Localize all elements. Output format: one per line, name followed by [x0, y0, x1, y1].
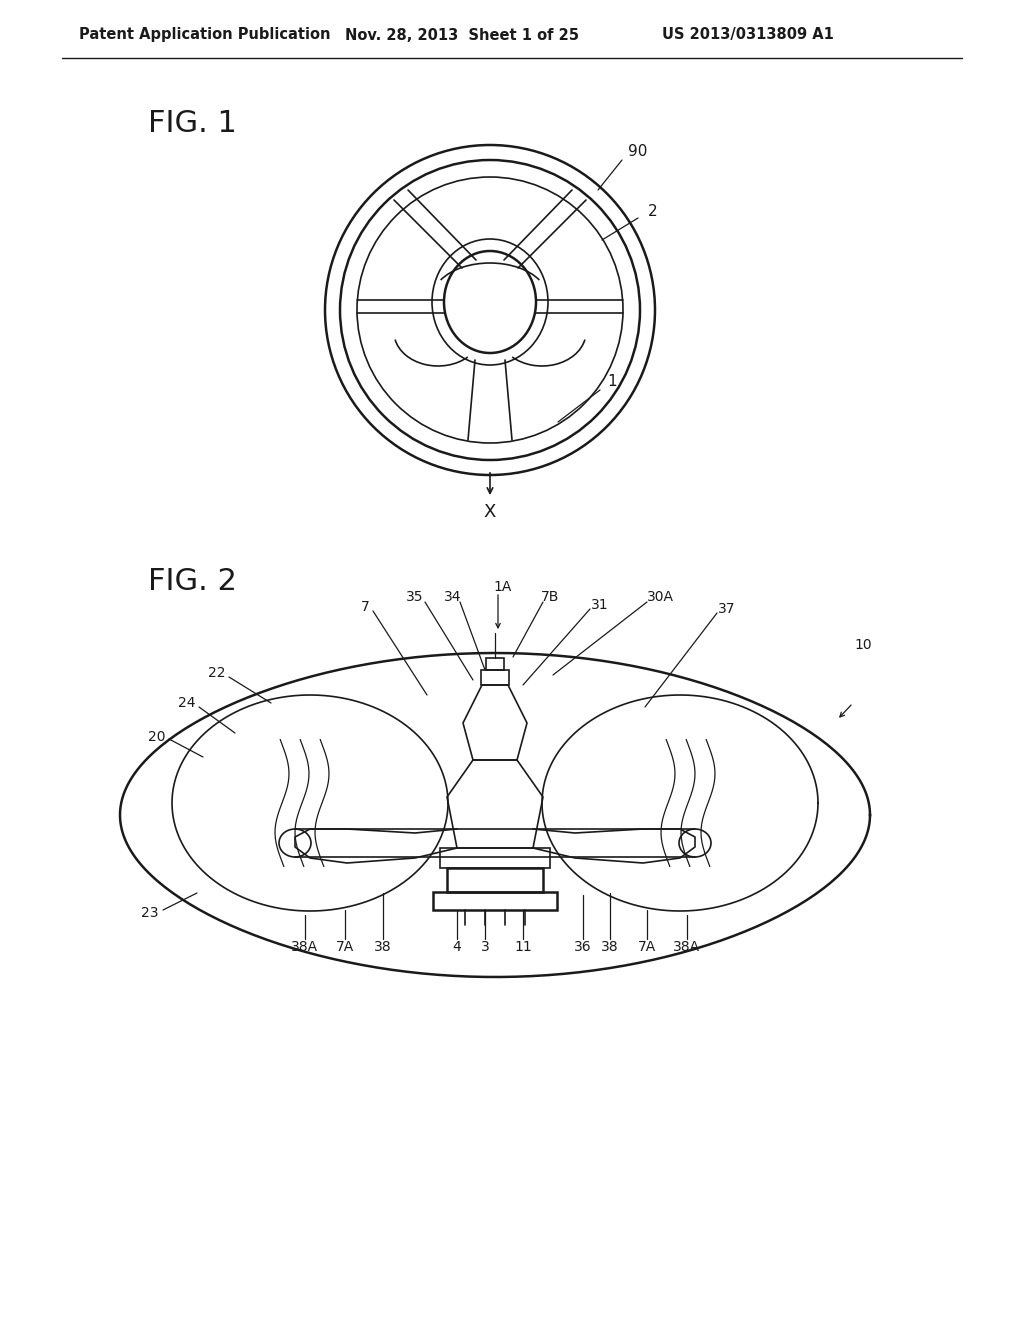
Text: FIG. 2: FIG. 2	[148, 568, 237, 597]
Text: 10: 10	[854, 638, 871, 652]
Text: X: X	[483, 503, 497, 521]
Text: 11: 11	[514, 940, 531, 954]
Text: FIG. 1: FIG. 1	[148, 110, 237, 139]
Bar	[447, 869, 543, 892]
Bar	[433, 892, 557, 909]
Text: 31: 31	[591, 598, 609, 612]
Text: 30A: 30A	[646, 590, 674, 605]
Bar	[486, 657, 504, 671]
Text: 7A: 7A	[336, 940, 354, 954]
Text: 22: 22	[208, 667, 225, 680]
Text: 1A: 1A	[494, 579, 512, 594]
Bar	[440, 847, 550, 869]
Text: Nov. 28, 2013  Sheet 1 of 25: Nov. 28, 2013 Sheet 1 of 25	[345, 28, 579, 42]
Text: 7B: 7B	[541, 590, 559, 605]
Text: 23: 23	[141, 906, 159, 920]
Text: US 2013/0313809 A1: US 2013/0313809 A1	[663, 28, 834, 42]
Text: 4: 4	[453, 940, 462, 954]
Bar	[481, 671, 509, 685]
Text: Patent Application Publication: Patent Application Publication	[79, 28, 331, 42]
Text: 24: 24	[178, 696, 196, 710]
Text: 20: 20	[148, 730, 166, 744]
Text: 7A: 7A	[638, 940, 656, 954]
Text: 38A: 38A	[292, 940, 318, 954]
Text: 38A: 38A	[674, 940, 700, 954]
Text: 38: 38	[374, 940, 392, 954]
Text: 90: 90	[629, 144, 648, 160]
Text: 35: 35	[407, 590, 424, 605]
Text: 36: 36	[574, 940, 592, 954]
Text: 3: 3	[480, 940, 489, 954]
Text: 37: 37	[718, 602, 736, 616]
Text: 34: 34	[444, 590, 462, 605]
Text: 2: 2	[648, 205, 657, 219]
Text: 7: 7	[360, 601, 370, 614]
Text: 38: 38	[601, 940, 618, 954]
Text: 1: 1	[607, 375, 616, 389]
